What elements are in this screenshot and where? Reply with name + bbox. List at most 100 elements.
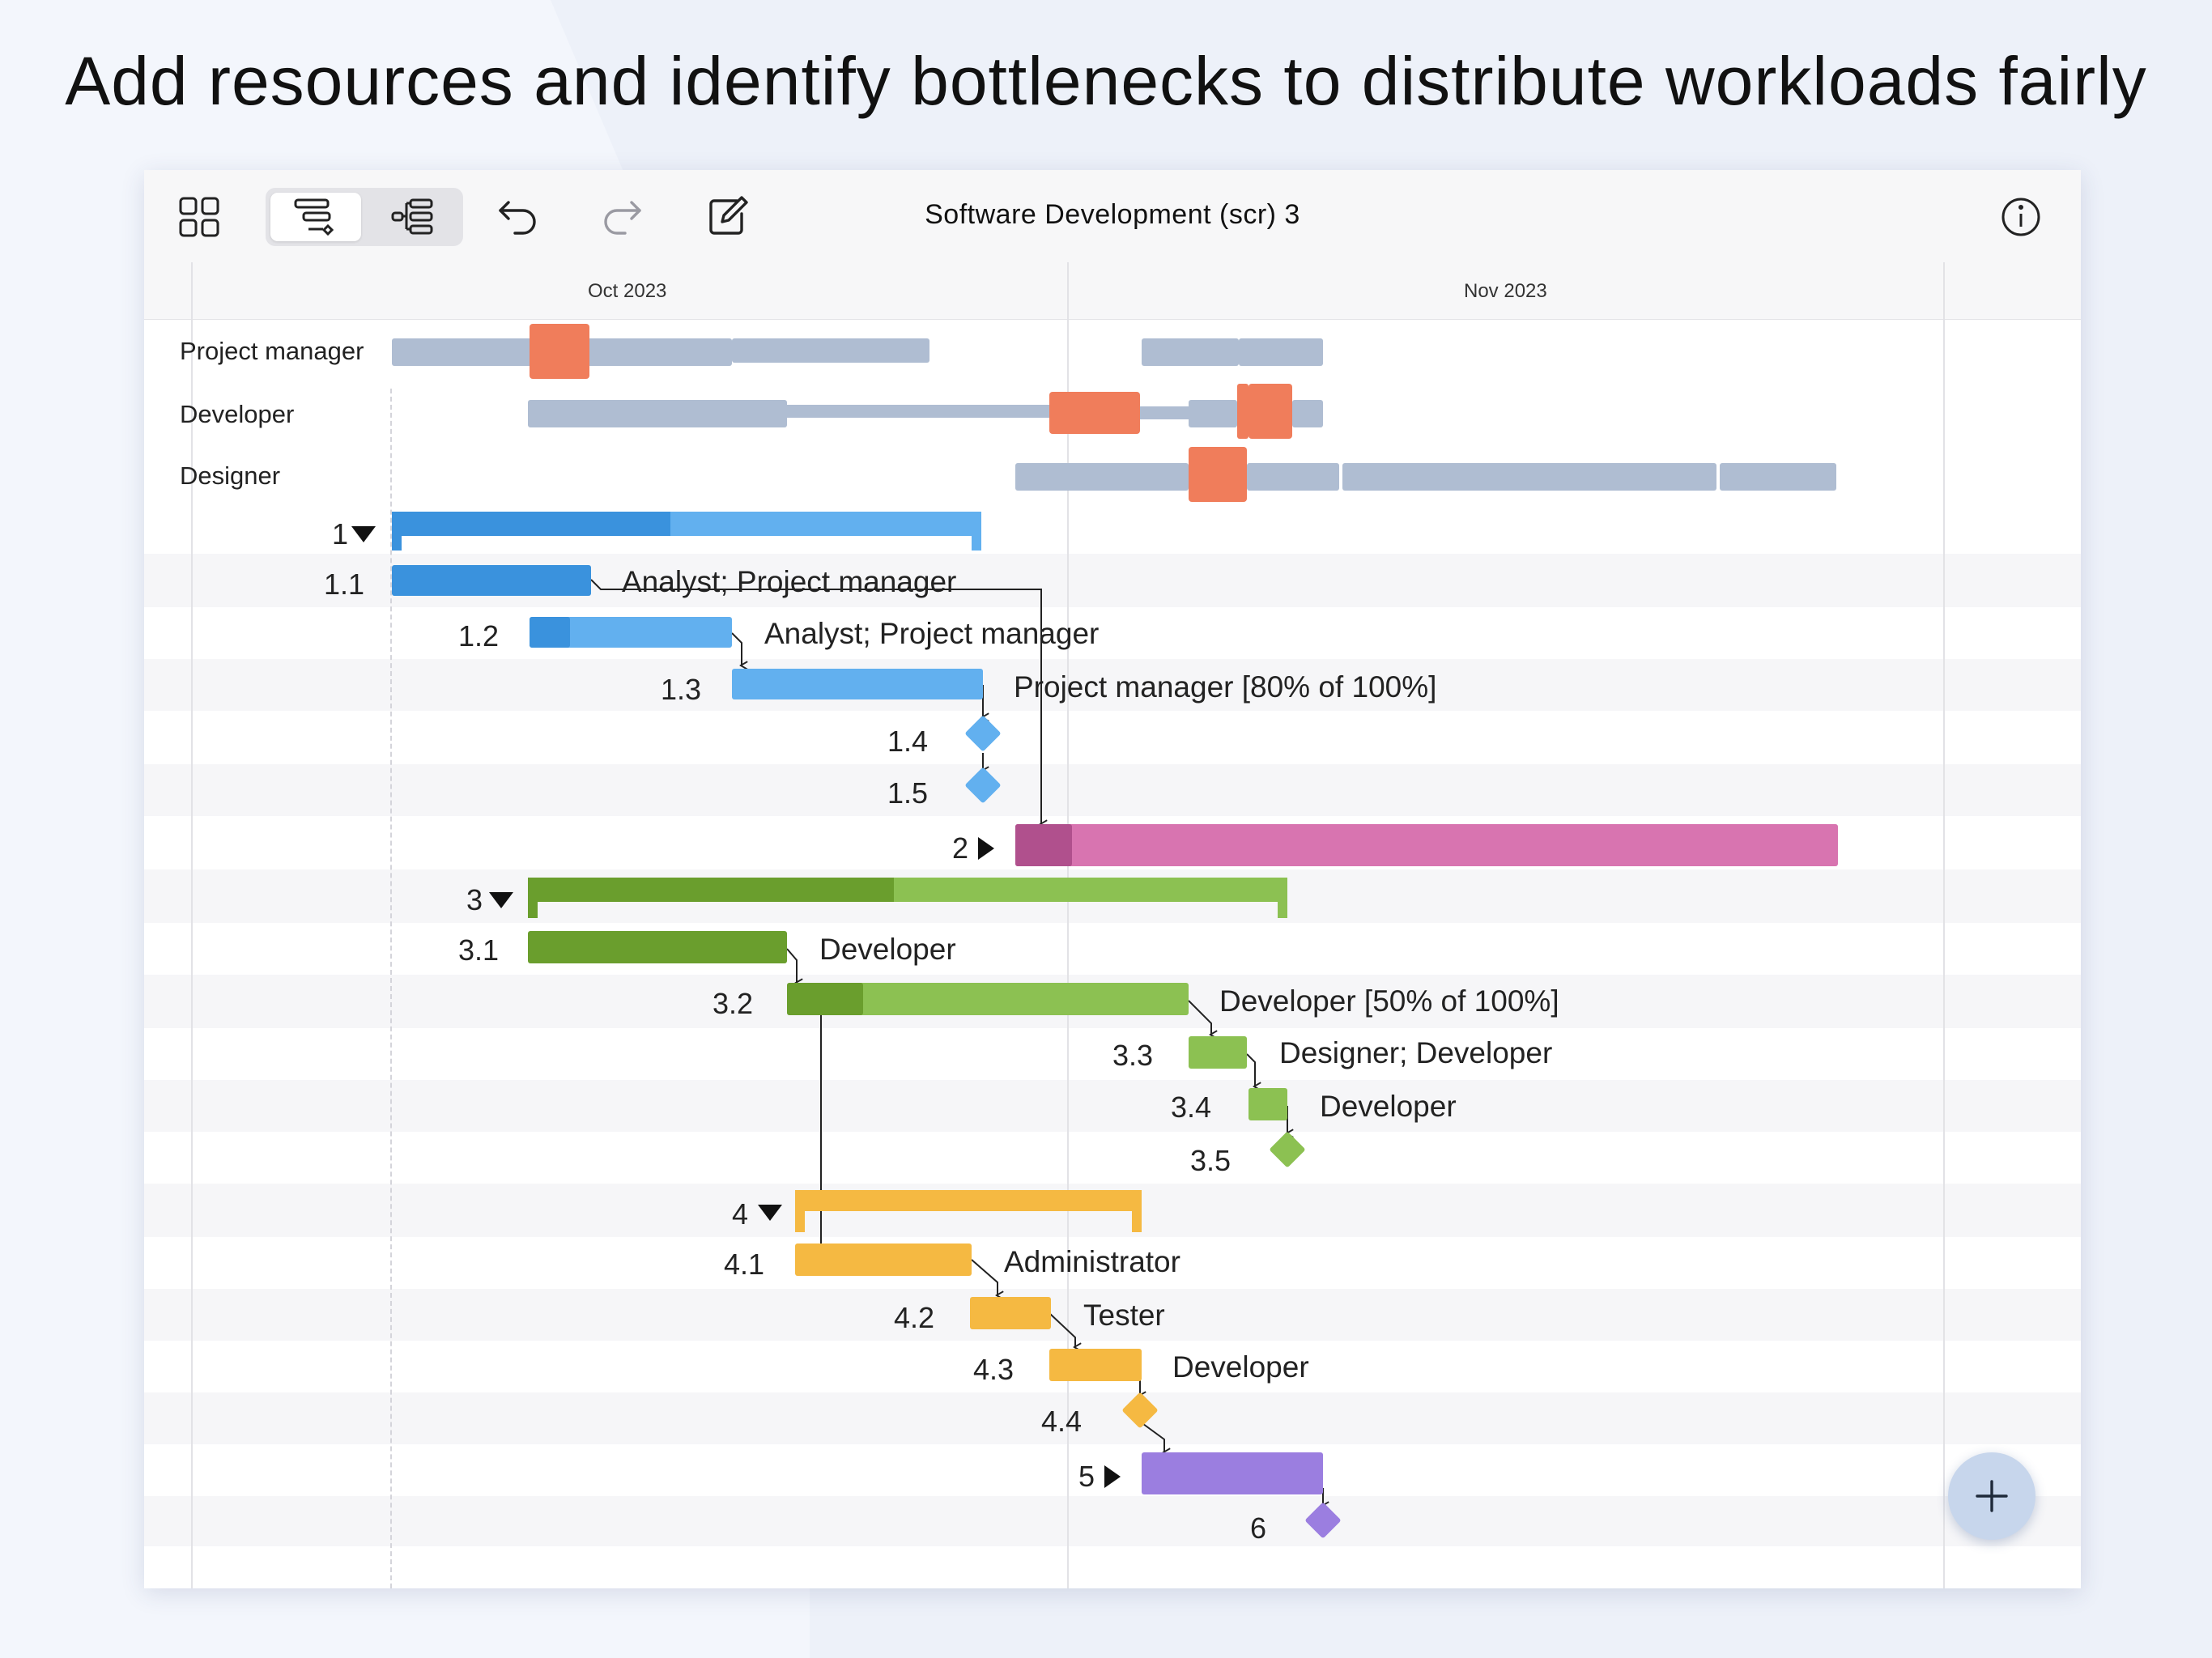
- row-band: [144, 1496, 2081, 1546]
- month-label-oct: Oct 2023: [588, 280, 667, 302]
- row-band: [144, 659, 2081, 711]
- milestone-4.4[interactable]: [1121, 1392, 1158, 1428]
- load-bar: [528, 400, 787, 427]
- resource-load-developer: [528, 384, 1323, 439]
- headline-rest: and identify bottlenecks to distribute w…: [513, 43, 2147, 119]
- overload-block: [530, 324, 589, 379]
- resource-label-designer: Designer: [180, 461, 281, 490]
- link-1.1-2: [590, 579, 1041, 824]
- task-number: 3.2: [713, 987, 754, 1020]
- task-number: 3.1: [458, 933, 500, 967]
- link-1.2-1.3: [731, 632, 742, 665]
- view-switcher: [266, 188, 463, 246]
- resource-load-project-manager: [392, 324, 1323, 379]
- load-bar: [1142, 338, 1239, 366]
- plus-icon: [1976, 1480, 2008, 1512]
- overload-block: [1049, 392, 1140, 434]
- task-bar-4[interactable]: [795, 1190, 1142, 1232]
- task-bar-3[interactable]: [528, 878, 1287, 918]
- load-bar: [1720, 463, 1836, 491]
- overload-block: [1249, 384, 1292, 439]
- overload-block: [1189, 447, 1247, 502]
- month-label-nov: Nov 2023: [1464, 280, 1547, 302]
- load-bar: [787, 405, 1054, 418]
- task-number: 1.5: [887, 776, 929, 810]
- task-bar-3.2[interactable]: [787, 983, 1189, 1015]
- timescale-header: Oct 2023 Nov 2023: [144, 262, 2081, 320]
- gantt-view-icon[interactable]: [270, 193, 361, 241]
- load-bar: [1239, 338, 1323, 366]
- redo-icon[interactable]: [599, 194, 644, 240]
- load-bar: [1292, 400, 1323, 427]
- grid-icon[interactable]: [177, 194, 222, 240]
- task-bar-4.3[interactable]: [1049, 1349, 1142, 1381]
- task-number: 3.3: [1112, 1039, 1154, 1072]
- assignment-label: Administrator: [1004, 1245, 1180, 1278]
- resource-label-project-manager: Project manager: [180, 337, 364, 365]
- collapse-toggle-icon-4[interactable]: [758, 1205, 782, 1221]
- task-number: 5: [1078, 1460, 1095, 1493]
- task-bar-1.3[interactable]: [732, 669, 983, 699]
- milestone-3.5[interactable]: [1269, 1131, 1305, 1167]
- task-bar-2[interactable]: [1015, 824, 1838, 866]
- add-task-button[interactable]: [1948, 1452, 2035, 1540]
- load-bar: [732, 338, 929, 363]
- task-number: 4.3: [973, 1353, 1015, 1386]
- overload-block: [1237, 384, 1249, 439]
- task-bar-1.2[interactable]: [530, 617, 732, 648]
- row-band: [144, 764, 2081, 816]
- load-bar: [1140, 406, 1189, 419]
- load-bar: [1342, 463, 1716, 491]
- task-bar-3.1[interactable]: [528, 931, 787, 963]
- assignment-label: Project manager [80% of 100%]: [1014, 670, 1437, 704]
- task-number: 1.3: [661, 673, 702, 706]
- link-3.1-3.2: [786, 948, 797, 983]
- undo-icon[interactable]: [496, 194, 541, 240]
- milestone-1.4[interactable]: [964, 715, 1001, 751]
- resource-label-developer: Developer: [180, 400, 295, 428]
- today-line: [390, 389, 392, 1588]
- window-title: Software Development (scr) 3: [925, 199, 1300, 230]
- task-number: 1.4: [887, 725, 929, 758]
- task-bar-3.3[interactable]: [1189, 1036, 1247, 1069]
- collapse-toggle-icon-3[interactable]: [489, 892, 513, 908]
- expand-toggle-icon-2[interactable]: [978, 837, 994, 860]
- task-number: 3.4: [1171, 1090, 1212, 1124]
- link-3.3-3.4: [1246, 1053, 1255, 1086]
- task-number: 1.1: [324, 568, 365, 601]
- info-icon[interactable]: [1998, 194, 2044, 240]
- link-3.2-3.3: [1188, 1000, 1211, 1035]
- link-4.4-5: [1139, 1421, 1164, 1452]
- outline-view-icon[interactable]: [368, 193, 458, 241]
- task-bar-1.1[interactable]: [392, 565, 591, 596]
- assignment-label: Developer: [1172, 1350, 1309, 1384]
- row-band: [144, 1080, 2081, 1132]
- gantt-chart: [351, 324, 1838, 1538]
- collapse-toggle-icon-1[interactable]: [351, 526, 376, 542]
- assignment-label: Designer; Developer: [1279, 1036, 1553, 1069]
- link-4.2-4.3: [1049, 1312, 1075, 1347]
- task-bar-5[interactable]: [1142, 1452, 1323, 1494]
- task-number: 4: [732, 1197, 749, 1231]
- task-number: 1.2: [458, 619, 500, 653]
- task-bar-4.1[interactable]: [795, 1244, 972, 1276]
- row-band: [144, 1392, 2081, 1444]
- assignment-label: Developer [50% of 100%]: [1219, 984, 1559, 1018]
- milestone-1.5[interactable]: [964, 767, 1001, 803]
- row-band: [144, 1289, 2081, 1341]
- load-bar: [1247, 463, 1339, 491]
- expand-toggle-icon-5[interactable]: [1104, 1465, 1121, 1488]
- edit-icon[interactable]: [704, 193, 750, 238]
- task-bar-1[interactable]: [392, 512, 981, 551]
- task-number: 4.2: [894, 1301, 935, 1334]
- grid-line: [1067, 262, 1069, 1588]
- milestone-6[interactable]: [1304, 1502, 1341, 1538]
- task-bar-3.4[interactable]: [1249, 1088, 1287, 1120]
- task-number: 4.4: [1041, 1405, 1083, 1438]
- grid-line: [191, 262, 193, 1588]
- load-bar: [1189, 400, 1237, 427]
- task-number: 3.5: [1190, 1144, 1231, 1177]
- toolbar: Software Development (scr) 3: [144, 170, 2081, 263]
- task-number: 1: [332, 517, 349, 551]
- task-bar-4.2[interactable]: [970, 1297, 1051, 1329]
